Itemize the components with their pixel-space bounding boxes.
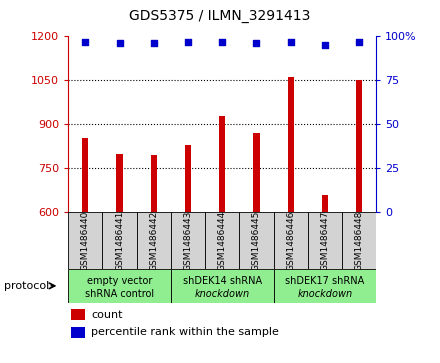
Bar [253, 133, 260, 212]
Bar [68, 269, 171, 303]
Text: GSM1486441: GSM1486441 [115, 210, 124, 271]
Text: GSM1486440: GSM1486440 [81, 210, 90, 271]
Bar [117, 154, 123, 212]
Text: protocol: protocol [4, 281, 50, 291]
Bar [150, 155, 157, 212]
Text: percentile rank within the sample: percentile rank within the sample [92, 327, 279, 337]
Bar [103, 212, 137, 269]
Text: shDEK17 shRNA: shDEK17 shRNA [285, 276, 364, 286]
Bar [342, 212, 376, 269]
Point [82, 39, 89, 45]
Bar [68, 212, 103, 269]
Text: empty vector: empty vector [87, 276, 152, 286]
Point [116, 40, 123, 46]
Bar [274, 212, 308, 269]
Point [253, 40, 260, 46]
Text: GSM1486442: GSM1486442 [149, 211, 158, 270]
Text: count: count [92, 310, 123, 320]
Text: GSM1486443: GSM1486443 [183, 210, 192, 271]
Bar [219, 115, 225, 212]
Bar [288, 77, 294, 212]
Text: GDS5375 / ILMN_3291413: GDS5375 / ILMN_3291413 [129, 9, 311, 23]
Point [287, 39, 294, 45]
Point [150, 40, 157, 46]
Text: GSM1486448: GSM1486448 [355, 210, 363, 271]
Text: shDEK14 shRNA: shDEK14 shRNA [183, 276, 262, 286]
Text: knockdown: knockdown [297, 289, 352, 299]
Point [321, 42, 328, 48]
Bar [274, 269, 376, 303]
Bar [71, 327, 85, 338]
Bar [82, 138, 88, 212]
Bar [171, 212, 205, 269]
Bar [322, 195, 328, 212]
Text: GSM1486444: GSM1486444 [218, 211, 227, 270]
Text: GSM1486446: GSM1486446 [286, 210, 295, 271]
Bar [356, 80, 362, 212]
Bar [308, 212, 342, 269]
Bar [71, 309, 85, 320]
Point [184, 39, 191, 45]
Bar [137, 212, 171, 269]
Point [219, 39, 226, 45]
Text: GSM1486447: GSM1486447 [320, 210, 330, 271]
Text: shRNA control: shRNA control [85, 289, 154, 299]
Bar [185, 145, 191, 212]
Bar [171, 269, 274, 303]
Point [356, 39, 363, 45]
Text: knockdown: knockdown [194, 289, 250, 299]
Bar [239, 212, 274, 269]
Bar [205, 212, 239, 269]
Text: GSM1486445: GSM1486445 [252, 210, 261, 271]
